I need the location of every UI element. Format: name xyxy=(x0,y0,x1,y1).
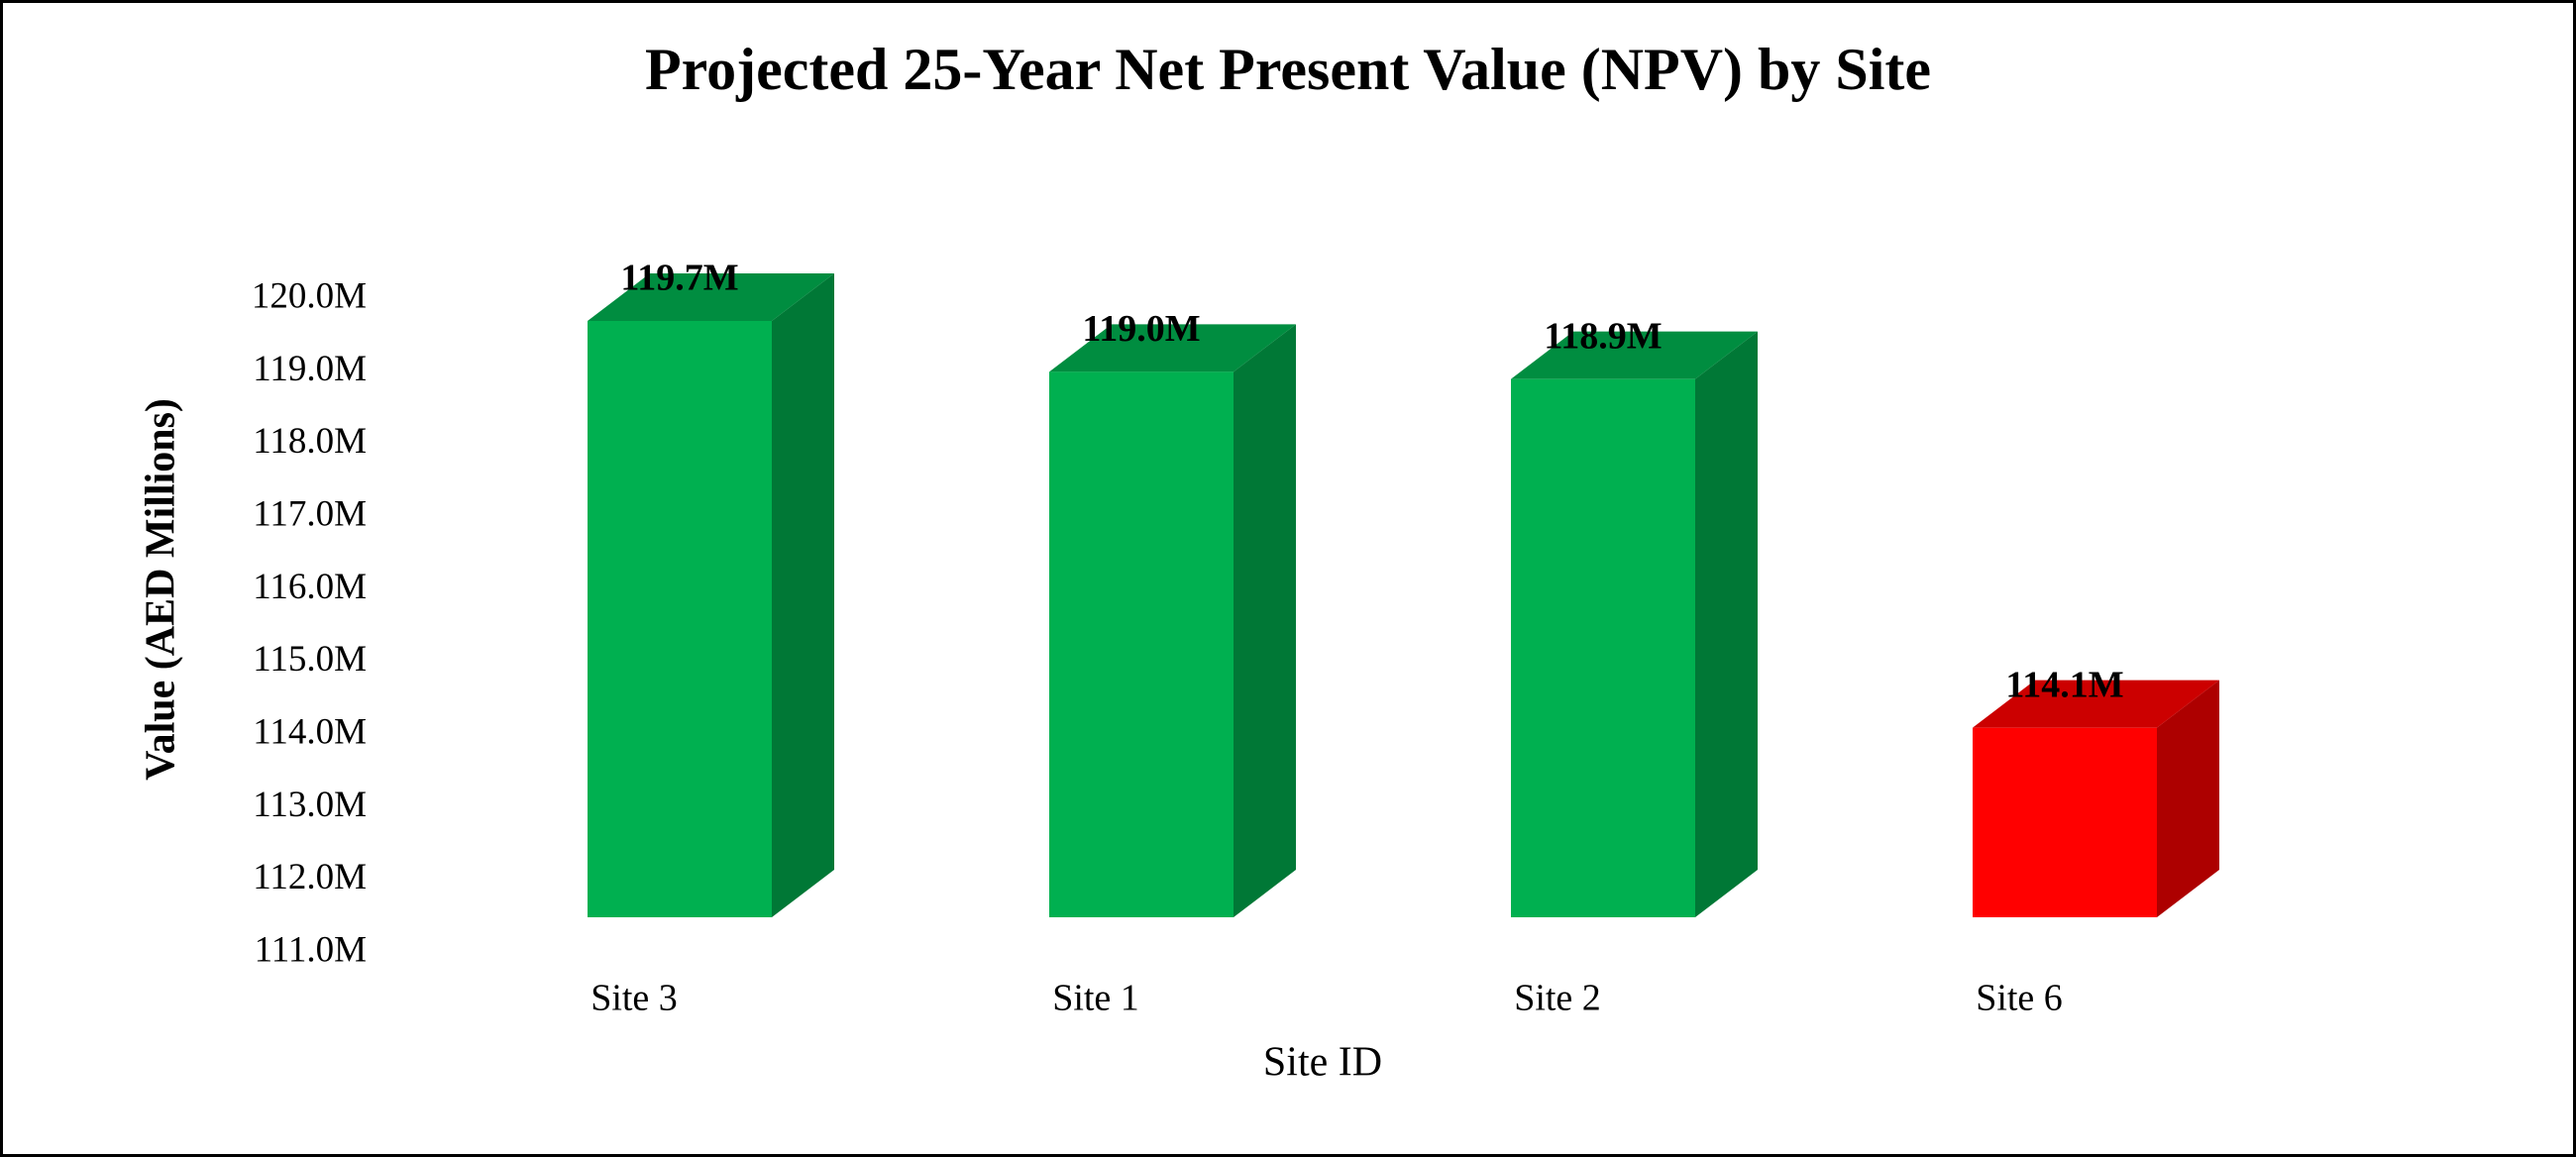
value-label: 119.7M xyxy=(620,258,738,299)
x-tick-label: Site 3 xyxy=(590,978,678,1019)
bar xyxy=(1049,371,1234,917)
value-label: 118.9M xyxy=(1544,315,1662,357)
bar-side xyxy=(772,273,834,917)
x-tick-label: Site 1 xyxy=(1052,978,1139,1019)
y-tick-label: 117.0M xyxy=(253,493,367,534)
y-tick-label: 113.0M xyxy=(253,785,367,825)
value-label: 119.0M xyxy=(1082,308,1200,350)
bar-side xyxy=(1695,331,1758,918)
x-tick-label: Site 6 xyxy=(1976,978,2063,1019)
y-tick-label: 115.0M xyxy=(253,639,367,680)
chart-title: Projected 25-Year Net Present Value (NPV… xyxy=(645,37,1931,102)
bar xyxy=(1973,727,2157,917)
y-tick-label: 111.0M xyxy=(255,929,367,970)
x-axis-label: Site ID xyxy=(1263,1040,1382,1086)
bar xyxy=(588,321,772,917)
bar-top xyxy=(1973,680,2219,728)
bar-top xyxy=(1511,331,1758,379)
y-tick-label: 116.0M xyxy=(253,567,367,607)
x-tick-label: Site 2 xyxy=(1514,978,1601,1019)
bar-top xyxy=(1049,324,1296,372)
y-tick-label: 112.0M xyxy=(253,857,367,897)
y-axis-label: Value (AED Millions) xyxy=(139,398,184,781)
y-tick-label: 118.0M xyxy=(253,421,367,462)
y-tick-label: 119.0M xyxy=(253,349,367,389)
bar-side xyxy=(2157,680,2219,917)
bar-top xyxy=(588,273,834,321)
value-label: 114.1M xyxy=(2005,664,2123,705)
y-tick-label: 120.0M xyxy=(252,275,367,316)
y-tick-label: 114.0M xyxy=(253,711,367,752)
bar-side xyxy=(1234,324,1296,917)
bar xyxy=(1511,378,1695,918)
